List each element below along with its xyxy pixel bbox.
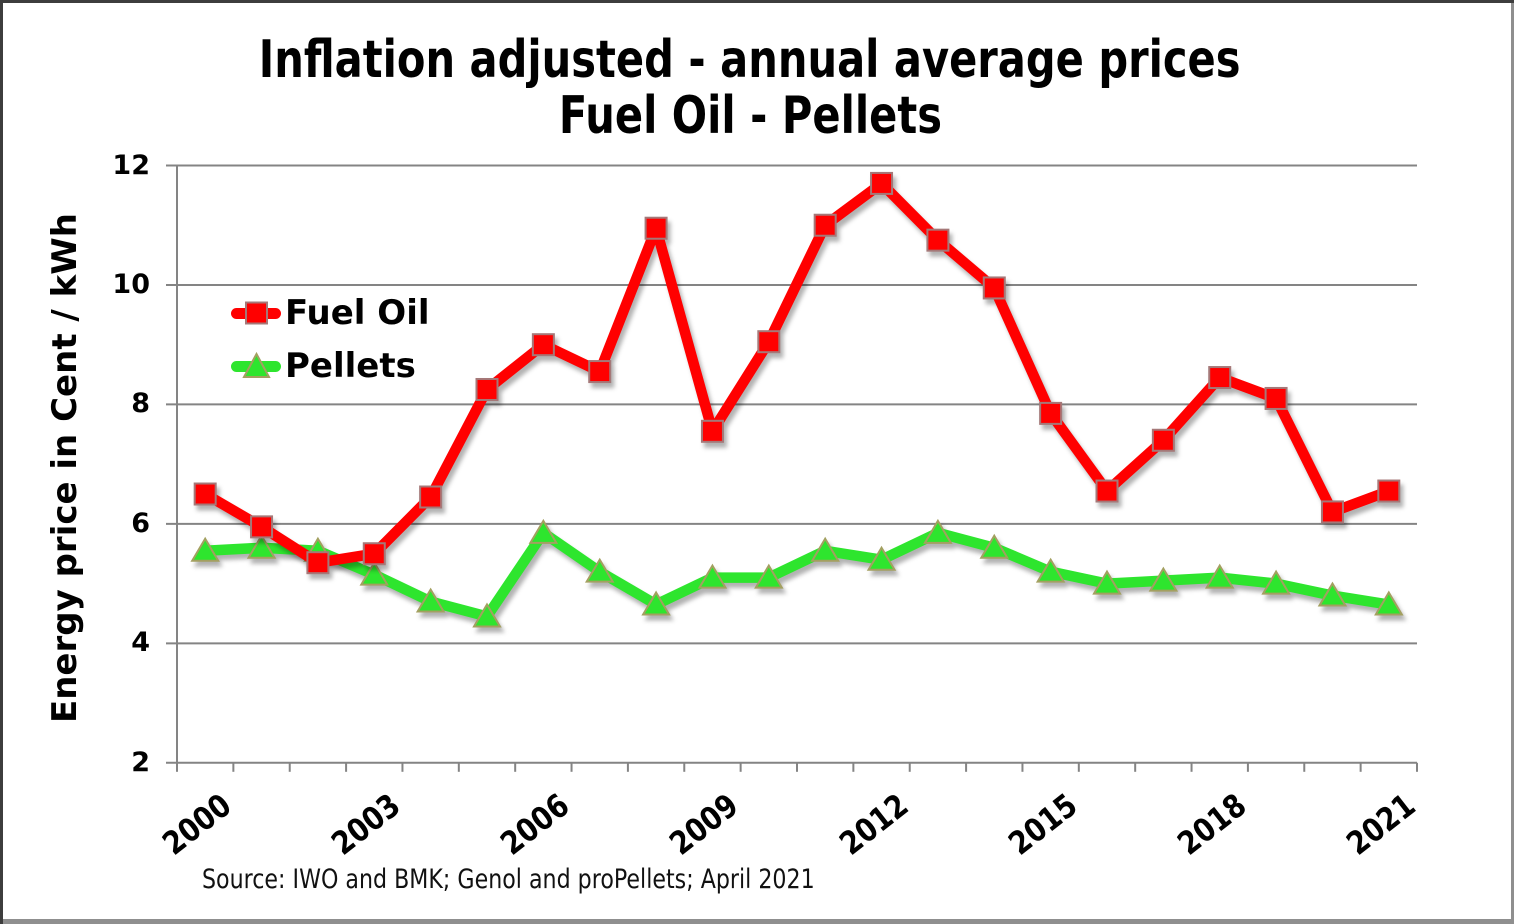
pellets-data-point-marker — [1261, 569, 1291, 595]
pellets-data-point-marker — [1374, 590, 1404, 616]
pellets-data-point-marker — [472, 602, 502, 628]
fuel-oil-data-point-marker — [306, 551, 330, 575]
fuel-oil-data-point-marker — [982, 276, 1006, 300]
pellets-data-point-marker — [1317, 581, 1348, 607]
pellets-data-point-marker — [190, 536, 220, 562]
fuel-oil-data-point-marker — [419, 485, 443, 509]
fuel-oil-data-point-marker — [362, 542, 386, 566]
y-tick-label: 10 — [112, 268, 150, 300]
legend-item-pellets: Pellets — [230, 344, 430, 388]
fuel-oil-data-point-marker — [813, 213, 837, 237]
pellets-data-point-marker — [697, 563, 728, 589]
fuel-oil-data-point-marker — [531, 333, 555, 357]
pellets-line-marker-icon — [231, 352, 281, 378]
legend-label-pellets: Pellets — [285, 346, 416, 386]
fuel-oil-data-point-marker — [1039, 401, 1063, 425]
fuel-oil-data-point-marker — [700, 419, 724, 443]
series-fuel-oil — [193, 171, 1401, 575]
fuel-oil-data-point-marker — [870, 171, 894, 195]
y-tick-label: 4 — [131, 627, 150, 659]
pellets-data-point-marker — [359, 560, 390, 586]
series-pellets — [190, 518, 1404, 628]
pellets-data-point-marker — [866, 545, 897, 571]
pellets-data-point-marker — [246, 533, 277, 559]
chart-title: Inflation adjusted - annual average pric… — [0, 32, 1500, 144]
fuel-oil-data-point-marker — [1208, 366, 1232, 390]
fuel-oil-line-marker-icon — [231, 301, 281, 325]
y-tick-label: 2 — [131, 746, 150, 778]
fuel-oil-data-point-marker — [1320, 500, 1344, 524]
pellets-data-point-marker — [528, 518, 559, 544]
source-note: Source: IWO and BMK; Genol and proPellet… — [202, 864, 815, 895]
fuel-oil-data-point-marker — [193, 482, 217, 506]
fuel-oil-data-point-marker — [475, 377, 499, 401]
pellets-data-point-marker — [584, 557, 615, 583]
pellets-data-point-marker — [1148, 566, 1179, 592]
chart-title-line-2: Fuel Oil - Pellets — [558, 86, 942, 147]
fuel-oil-data-point-marker — [644, 216, 668, 240]
fuel-oil-data-point-marker — [926, 228, 950, 252]
y-tick-label: 8 — [131, 388, 150, 420]
fuel-oil-data-point-marker — [588, 360, 612, 384]
fuel-oil-data-point-marker — [1151, 428, 1175, 452]
pellets-data-point-marker — [1035, 557, 1066, 583]
pellets-data-point-marker — [641, 590, 671, 616]
pellets-data-point-marker — [1204, 563, 1235, 589]
pellets-data-point-marker — [415, 587, 446, 613]
fuel-oil-data-point-marker — [250, 515, 274, 539]
pellets-data-point-marker — [979, 533, 1010, 559]
legend: Fuel Oil Pellets — [230, 291, 430, 388]
legend-item-fuel-oil: Fuel Oil — [230, 291, 430, 335]
legend-label-fuel-oil: Fuel Oil — [285, 293, 430, 333]
y-tick-label: 12 — [112, 149, 150, 181]
y-tick-label: 6 — [131, 507, 150, 539]
fuel-oil-data-point-marker — [1377, 479, 1401, 503]
pellets-data-point-marker — [754, 563, 784, 589]
pellets-data-point-marker — [810, 536, 840, 562]
pellets-line — [199, 527, 1395, 622]
fuel-oil-data-point-marker — [757, 330, 781, 354]
fuel-oil-data-point-marker — [1264, 386, 1288, 410]
pellets-data-point-marker — [1092, 569, 1122, 595]
pellets-data-point-marker — [923, 518, 953, 544]
fuel-oil-data-point-marker — [1095, 479, 1119, 503]
fuel-oil-line — [199, 178, 1395, 568]
chart-title-line-1: Inflation adjusted - annual average pric… — [259, 30, 1241, 90]
